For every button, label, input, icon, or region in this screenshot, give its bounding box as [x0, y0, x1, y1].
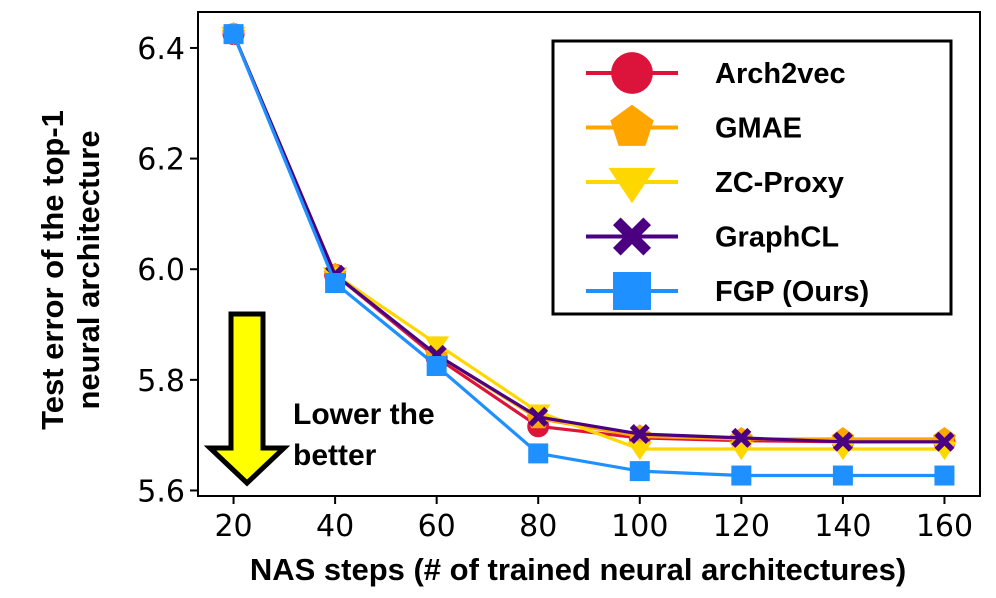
- data-point: [424, 336, 450, 355]
- legend-marker: [613, 272, 651, 310]
- legend-marker: [610, 104, 654, 146]
- x-tick-label: 40: [316, 509, 354, 544]
- data-point: [731, 427, 752, 448]
- legend-label: Arch2vec: [715, 58, 846, 90]
- y-tick-label: 5.6: [137, 474, 185, 509]
- legend-marker: [611, 52, 653, 94]
- data-point: [528, 443, 549, 464]
- y-axis-label-line-2: neural architecture: [71, 130, 106, 409]
- data-point: [325, 273, 346, 294]
- x-tick-label: 160: [916, 509, 973, 544]
- series-line: [232, 33, 945, 444]
- x-tick-label: 140: [814, 509, 871, 544]
- y-axis-label-line-1: Test error of the top-1: [35, 110, 70, 430]
- legend-label: GraphCL: [715, 222, 839, 254]
- y-axis-label: Test error of the top-1 neural architect…: [35, 110, 106, 430]
- data-point: [426, 356, 447, 377]
- annotation-line-1: Lower the: [293, 398, 435, 431]
- y-tick-label: 6.4: [137, 32, 185, 67]
- legend: Arch2vec GMAE ZC-Proxy GraphCL FGP (Ours): [551, 39, 953, 316]
- legend-label: GMAE: [715, 113, 802, 145]
- legend-label: ZC-Proxy: [715, 167, 844, 199]
- x-tick-label: 20: [214, 509, 252, 544]
- y-tick-label: 6.2: [137, 143, 185, 178]
- legend-marker: [613, 217, 651, 256]
- plot-frame: [197, 11, 981, 497]
- legend-entry: GraphCL: [586, 217, 839, 256]
- x-axis-label: NAS steps (# of trained neural architect…: [250, 552, 906, 587]
- legend-label: FGP (Ours): [715, 276, 869, 308]
- x-tick-label: 60: [418, 509, 456, 544]
- annotation-line-2: better: [293, 439, 377, 472]
- legend-marker: [608, 167, 656, 204]
- data-point: [528, 406, 549, 427]
- x-tick-label: 100: [611, 509, 668, 544]
- data-point: [629, 424, 650, 444]
- data-point: [934, 431, 955, 452]
- data-point: [629, 461, 650, 482]
- plot-series: [221, 22, 957, 486]
- y-tick-label: 6.0: [137, 253, 185, 288]
- legend-entry: GMAE: [586, 104, 802, 146]
- legend-entry: Arch2vec: [586, 52, 846, 94]
- series-fgp-ours: [223, 24, 955, 486]
- lower-better-arrow: [203, 311, 291, 487]
- data-point: [934, 465, 955, 486]
- legend-entry: ZC-Proxy: [586, 167, 844, 204]
- legend-entry: FGP (Ours): [586, 272, 869, 310]
- series-line: [232, 33, 945, 478]
- y-tick-label: 5.8: [137, 364, 185, 399]
- axis-ticks: 20 40 60 80 100 120 140 160 5.6 5.8 6.0 6.2 6.4: [137, 32, 973, 544]
- x-tick-label: 120: [713, 509, 770, 544]
- data-point: [223, 24, 244, 45]
- data-point: [832, 465, 853, 486]
- x-tick-label: 80: [519, 509, 557, 544]
- data-point: [627, 441, 653, 461]
- data-point: [832, 431, 853, 452]
- data-point: [731, 465, 752, 486]
